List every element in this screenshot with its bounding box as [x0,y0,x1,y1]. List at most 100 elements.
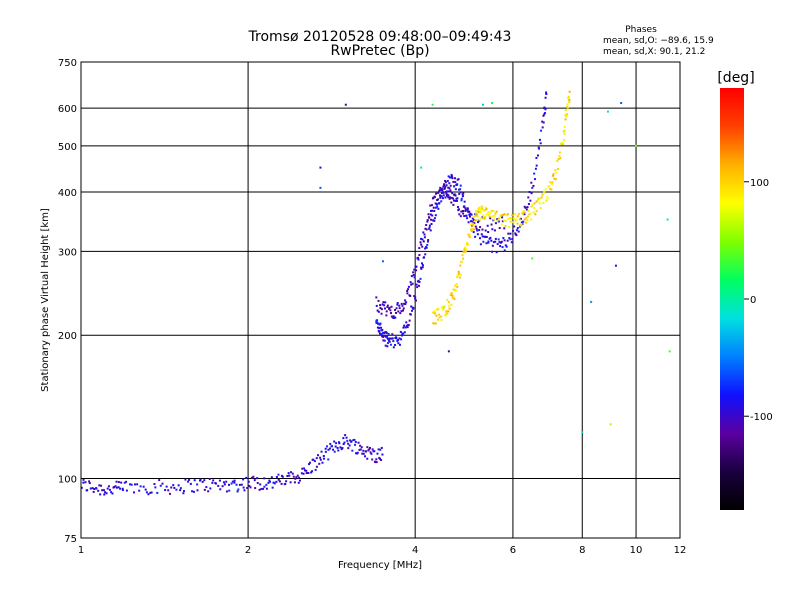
data-point [543,112,546,115]
data-point [452,288,455,291]
data-point [519,224,522,227]
data-point [476,210,479,213]
data-point [553,177,556,180]
data-point [277,478,280,481]
data-point [390,312,393,315]
data-point [413,268,416,271]
data-point [404,299,407,302]
data-point [348,444,351,447]
data-point [385,310,388,313]
data-point [373,450,376,453]
data-point [359,448,362,451]
data-point [98,484,101,487]
data-point [433,310,436,313]
data-point [433,210,436,213]
data-point [537,147,540,150]
data-point [486,213,489,216]
data-point [377,299,380,302]
data-point [426,240,429,243]
data-point [209,487,212,490]
data-point [321,461,324,464]
data-point [411,282,414,285]
data-point [453,193,456,196]
data-point [458,188,461,191]
data-point [149,491,152,494]
data-point [520,223,523,226]
data-point [199,478,202,481]
data-point [400,338,403,341]
data-point [535,164,538,167]
data-point [391,337,394,340]
data-point [383,339,386,342]
data-point [424,227,427,230]
data-point [410,309,413,312]
data-point [454,188,457,191]
data-point [457,178,460,181]
data-point [538,197,541,200]
data-point [590,300,593,303]
data-point [384,344,387,347]
data-point [253,479,256,482]
data-point [461,254,464,257]
data-point [376,321,379,324]
data-point [399,312,402,315]
data-point [82,478,85,481]
data-point [492,241,495,244]
data-point [454,181,457,184]
data-point [203,479,206,482]
data-point [542,121,545,124]
data-point [445,312,448,315]
data-point [490,239,493,242]
data-point [391,316,394,319]
data-point [494,222,497,225]
data-point [386,335,389,338]
data-point [463,200,466,203]
data-point [504,219,507,222]
data-point [228,483,231,486]
data-point [385,314,388,317]
data-point [249,486,252,489]
data-point [470,227,473,230]
data-point [448,187,451,190]
data-point [280,482,283,485]
data-point [454,284,457,287]
data-point [500,214,503,217]
data-point [436,205,439,208]
data-point [421,262,424,265]
data-point [230,482,233,485]
data-point [115,480,118,483]
data-point [501,214,504,217]
data-point [322,455,325,458]
data-point [498,241,501,244]
data-point [550,188,553,191]
data-point [469,223,472,226]
data-point [606,110,609,113]
data-point [84,481,87,484]
data-point [395,337,398,340]
data-point [447,350,450,353]
data-point [406,326,409,329]
data-point [465,250,468,253]
data-point [415,265,418,268]
data-point [400,302,403,305]
data-point [458,213,461,216]
data-point [521,212,524,215]
data-point [428,216,431,219]
data-point [496,219,499,222]
data-point [270,476,273,479]
data-point [530,205,533,208]
data-point [406,289,409,292]
data-point [518,225,521,228]
data-point [357,441,360,444]
data-point [515,218,518,221]
data-point [479,209,482,212]
data-point [409,281,412,284]
data-point [459,215,462,218]
data-point [476,229,479,232]
x-tick-label: 2 [245,545,251,556]
data-point [453,297,456,300]
data-point [407,324,410,327]
data-point [441,191,444,194]
data-point [562,143,565,146]
data-point [386,304,389,307]
